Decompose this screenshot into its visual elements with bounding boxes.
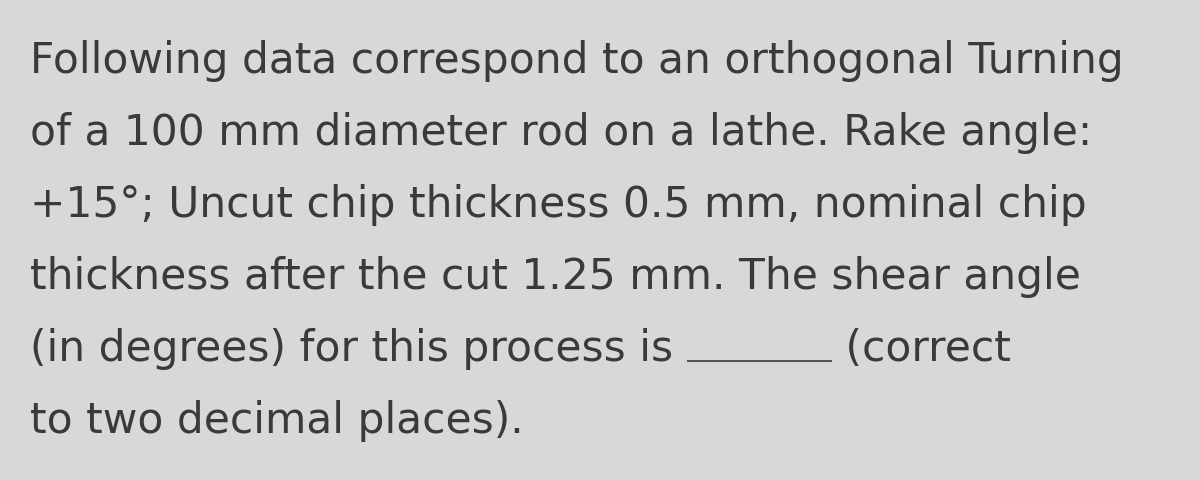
Text: (in degrees) for this process is: (in degrees) for this process is	[30, 327, 686, 369]
Text: thickness after the cut 1.25 mm. The shear angle: thickness after the cut 1.25 mm. The she…	[30, 255, 1081, 298]
Text: +15°; Uncut chip thickness 0.5 mm, nominal chip: +15°; Uncut chip thickness 0.5 mm, nomin…	[30, 184, 1087, 226]
Text: Following data correspond to an orthogonal Turning: Following data correspond to an orthogon…	[30, 40, 1123, 82]
Text: to two decimal places).: to two decimal places).	[30, 399, 523, 441]
Text: (correct: (correct	[832, 327, 1010, 369]
Text: of a 100 mm diameter rod on a lathe. Rake angle:: of a 100 mm diameter rod on a lathe. Rak…	[30, 112, 1092, 154]
